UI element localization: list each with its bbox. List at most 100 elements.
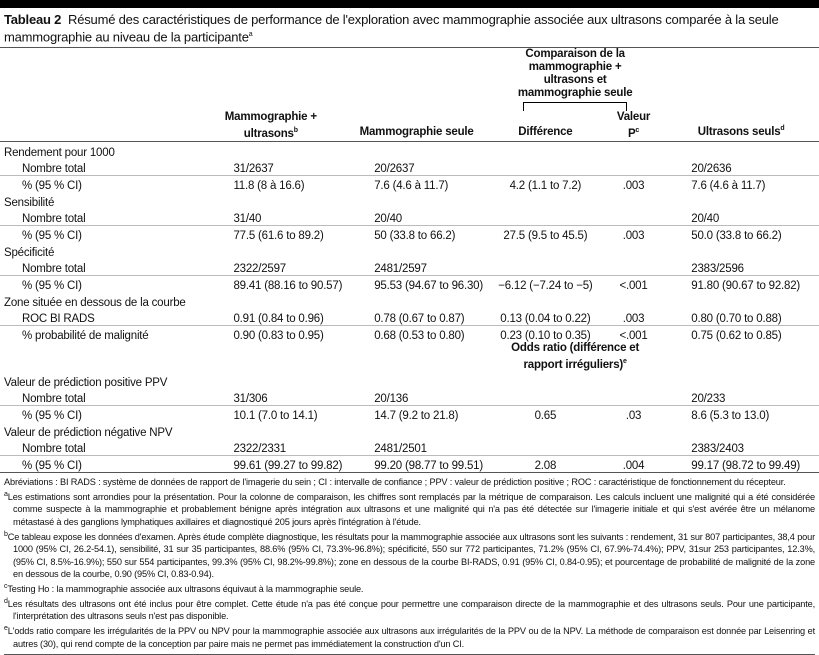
- section-title: Valeur de prédiction négative NPV: [4, 427, 173, 440]
- row-label: % probabilité de malignité: [22, 330, 149, 343]
- section-title: Zone située en dessous de la courbe: [4, 297, 186, 310]
- cell: 31/2637: [195, 159, 347, 177]
- cell: 31/306: [195, 389, 347, 407]
- cell: 0.91 (0.84 to 0.96): [195, 309, 347, 327]
- footnote-text: Les résultats des ultrasons ont été incl…: [7, 598, 815, 622]
- top-bar: [0, 0, 819, 8]
- table-row: Nombre total 2322/2597 2481/2597 2383/2596: [0, 259, 819, 277]
- footnote-text: L'odds ratio compare les irrégularités d…: [7, 626, 815, 649]
- table-row: % (95 % CI) 89.41 (88.16 to 90.57) 95.53 (…: [0, 276, 819, 293]
- footnotes: Abréviations : BI RADS : système de donn…: [0, 472, 819, 655]
- cell: [487, 389, 604, 407]
- odds-label: Odds ratio (différence et rapport irrégu…: [511, 342, 640, 372]
- cell: 31/40: [195, 209, 347, 227]
- footnote-e: eL'odds ratio compare les irrégularités …: [4, 624, 815, 649]
- cell: [487, 439, 604, 457]
- cell: 2322/2331: [195, 439, 347, 457]
- group-bracket: [523, 102, 628, 112]
- row-label: % (95 % CI): [22, 230, 82, 243]
- section-title: Valeur de prédiction positive PPV: [4, 377, 168, 390]
- cell: 77.5 (61.6 to 89.2): [233, 230, 324, 243]
- cell: 99.20 (98.77 to 99.51): [374, 460, 483, 473]
- cell: −6.12 (−7.24 to −5): [498, 280, 593, 293]
- cell: [603, 439, 664, 457]
- cell: 0.68 (0.53 to 0.80): [374, 330, 465, 343]
- col-header-pvalue: Valeur Pc: [604, 111, 664, 141]
- footnote-marker: e: [623, 358, 627, 366]
- cell: 99.17 (98.72 to 99.49): [691, 460, 801, 473]
- col-header-diff: Différence: [518, 126, 573, 139]
- cell: .003: [622, 180, 645, 193]
- cell: 2.08: [534, 460, 557, 473]
- col-header-us: Ultrasons seulsd: [663, 111, 819, 141]
- cell: 0.13 (0.04 to 0.22): [487, 309, 604, 327]
- cell: <.001: [619, 280, 648, 293]
- table-body: Rendement pour 1000 Nombre total 31/2637 20…: [0, 142, 819, 343]
- cell: 0.75 (0.62 to 0.85): [691, 330, 782, 343]
- footnote-d: dLes résultats des ultrasons ont été inc…: [4, 597, 815, 622]
- cell: 91.80 (90.67 to 92.82): [691, 280, 801, 293]
- cell: 20/136: [346, 389, 487, 407]
- col-label: Mammographie + ultrasons: [224, 111, 317, 141]
- cell: 2383/2403: [663, 439, 819, 457]
- cell: 95.53 (94.67 to 96.30): [374, 280, 483, 293]
- row-label: % (95 % CI): [22, 410, 82, 423]
- footnote-a: aLes estimations sont arrondies pour la …: [4, 490, 815, 527]
- row-label: ROC BI RADS: [0, 309, 196, 327]
- cell: 27.5 (9.5 to 45.5): [503, 230, 588, 243]
- cell: 20/2636: [663, 159, 819, 177]
- table-row: Nombre total 2322/2331 2481/2501 2383/2403: [0, 439, 819, 457]
- row-label: % (95 % CI): [22, 280, 82, 293]
- table-row: % (95 % CI) 11.8 (8 à 16.6) 7.6 (4.6 à 11.…: [0, 176, 819, 193]
- cell: 99.61 (99.27 to 99.82): [233, 460, 343, 473]
- cell: 4.2 (1.1 to 7.2): [509, 180, 582, 193]
- section-title: Spécificité: [4, 247, 55, 260]
- cell: 50.0 (33.8 to 66.2): [691, 230, 782, 243]
- cell: [487, 209, 604, 227]
- row-label: % (95 % CI): [22, 180, 82, 193]
- row-label: Nombre total: [0, 389, 196, 407]
- row-label: Nombre total: [0, 209, 196, 227]
- table-row: Nombre total 31/40 20/40 20/40: [0, 209, 819, 227]
- footnote-c: cTesting Ho : la mammographie associée a…: [4, 583, 364, 595]
- cell: .03: [625, 410, 642, 423]
- footnote-marker: c: [635, 127, 640, 135]
- table-row: Nombre total 31/2637 20/2637 20/2636: [0, 159, 819, 177]
- cell: [603, 259, 664, 277]
- cell: 2322/2597: [195, 259, 347, 277]
- cell: 0.65: [534, 410, 557, 423]
- table-row: % (95 % CI) 99.61 (99.27 to 99.82) 99.20 (…: [0, 456, 819, 473]
- cell: 10.1 (7.0 to 14.1): [233, 410, 318, 423]
- cell: 0.78 (0.67 to 0.87): [346, 309, 487, 327]
- section-title: Rendement pour 1000: [4, 147, 115, 160]
- table-row: ROC BI RADS 0.91 (0.84 to 0.96) 0.78 (0.67…: [0, 309, 819, 327]
- section-title: Sensibilité: [4, 197, 55, 210]
- cell: 89.41 (88.16 to 90.57): [233, 280, 343, 293]
- cell: 50 (33.8 to 66.2): [374, 230, 456, 243]
- cell: 0.90 (0.83 to 0.95): [233, 330, 324, 343]
- table-title: Tableau 2 Résumé des caractéristiques de…: [0, 8, 819, 47]
- table-label: Tableau 2: [4, 12, 62, 27]
- cell: 8.6 (5.3 to 13.0): [691, 410, 770, 423]
- cell: 20/40: [663, 209, 819, 227]
- col-label: Valeur P: [616, 111, 651, 141]
- footnote-marker: d: [780, 125, 785, 133]
- group-label: Comparaison de la mammographie + ultraso…: [517, 48, 633, 100]
- footnote-b: bCe tableau expose les données d'examen.…: [4, 530, 815, 580]
- table-row: % probabilité de malignité 0.90 (0.83 to …: [0, 326, 819, 343]
- row-label: Nombre total: [0, 439, 196, 457]
- title-text: Résumé des caractéristiques de performan…: [4, 12, 779, 45]
- footnote-text: Ce tableau expose les données d'examen. …: [7, 531, 815, 580]
- cell: 20/233: [663, 389, 819, 407]
- cell: 11.8 (8 à 16.6): [233, 180, 305, 193]
- cell: [603, 159, 664, 177]
- performance-table: Comparaison de la mammographie + ultraso…: [0, 48, 819, 472]
- abbreviations: Abréviations : BI RADS : système de donn…: [4, 477, 786, 488]
- cell: 20/40: [346, 209, 487, 227]
- cell: .003: [622, 230, 645, 243]
- cell: 0.23 (0.10 to 0.35): [500, 330, 591, 343]
- table-row: % (95 % CI) 10.1 (7.0 to 14.1) 14.7 (9.2 t…: [0, 406, 819, 423]
- table-body: Valeur de prédiction positive PPV Nombre …: [0, 372, 819, 472]
- col-label: Ultrasons seuls: [697, 126, 781, 139]
- cell: [487, 159, 604, 177]
